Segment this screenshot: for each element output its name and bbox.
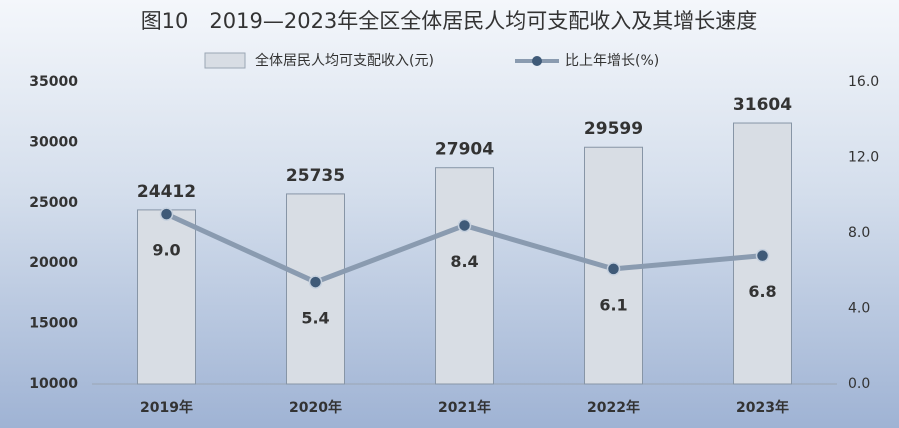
line-value-label: 9.0	[152, 241, 180, 260]
line-marker	[755, 248, 770, 263]
bar-value-label: 25735	[286, 166, 345, 186]
line-value-label: 8.4	[450, 252, 478, 271]
x-tick-label: 2021年	[438, 399, 491, 416]
line-marker	[606, 262, 621, 276]
x-tick-label: 2020年	[289, 399, 342, 416]
bar	[435, 167, 494, 385]
x-tick-label: 2019年	[140, 399, 193, 416]
x-tick-label: 2023年	[736, 399, 789, 416]
y2-tick-label: 12.0	[848, 150, 879, 166]
y-tick-label: 15000	[29, 316, 78, 332]
legend-label: 全体居民人均可支配收入(元)	[255, 52, 434, 69]
chart-title: 图10 2019—2023年全区全体居民人均可支配收入及其增长速度	[141, 9, 758, 33]
bar	[286, 193, 345, 385]
y-tick-label: 20000	[29, 255, 78, 271]
line-marker	[159, 207, 174, 221]
y2-tick-label: 8.0	[848, 225, 870, 241]
y2-tick-label: 4.0	[848, 301, 870, 317]
y-tick-label: 30000	[29, 134, 78, 150]
x-tick-label: 2022年	[587, 399, 640, 416]
bar-value-label: 27904	[435, 140, 494, 160]
line-marker	[457, 218, 472, 233]
bar	[137, 209, 196, 385]
legend-swatch	[204, 52, 246, 69]
legend-marker	[532, 56, 542, 66]
y-tick-label: 25000	[29, 195, 78, 211]
y2-tick-label: 0.0	[848, 376, 870, 392]
line-value-label: 5.4	[301, 309, 329, 328]
y-tick-label: 10000	[29, 376, 78, 392]
bar-value-label: 24412	[137, 182, 196, 202]
legend-label: 比上年增长(%)	[565, 53, 659, 69]
bar-value-label: 31604	[733, 95, 792, 115]
bar-value-label: 29599	[584, 119, 643, 139]
y2-tick-label: 16.0	[848, 74, 879, 90]
line-marker	[308, 275, 323, 289]
line-value-label: 6.1	[599, 295, 627, 314]
y-tick-label: 35000	[29, 74, 78, 90]
line-value-label: 6.8	[748, 282, 776, 301]
